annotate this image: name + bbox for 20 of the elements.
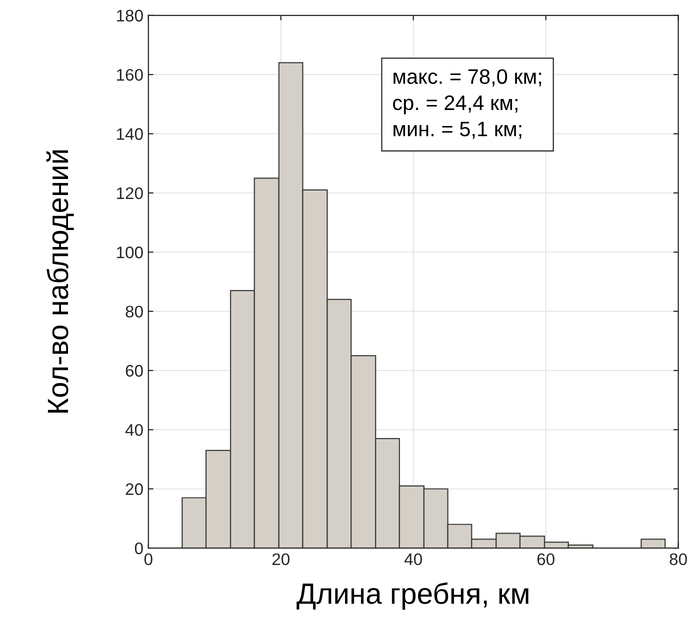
- y-tick-label: 80: [126, 306, 143, 318]
- annotation: макс. = 78,0 км;: [394, 69, 542, 86]
- x-tick-label: 0: [144, 553, 152, 566]
- y-tick-label: 60: [126, 364, 143, 377]
- y-axis-title: Кол-во наблюдений: [46, 150, 74, 413]
- x-tick-label: 80: [670, 553, 687, 566]
- y-tick-label: 160: [117, 68, 143, 81]
- x-axis-title: Длина гребня, км: [296, 582, 528, 610]
- y-tick-label: 120: [117, 187, 143, 200]
- annotation: ср. = 24,4 км;: [393, 95, 518, 114]
- x-tick-label: 40: [404, 553, 422, 566]
- y-tick-label: 180: [117, 10, 143, 22]
- y-tick-label: 20: [126, 483, 143, 496]
- y-tick-label: 140: [117, 128, 143, 140]
- x-tick-label: 60: [537, 553, 554, 566]
- annotation: мин. = 5,1 км;: [394, 122, 522, 139]
- y-tick-label: 100: [117, 246, 143, 258]
- y-tick-label: 40: [125, 424, 143, 436]
- x-tick-label: 20: [272, 553, 290, 566]
- y-tick-label: 0: [134, 542, 143, 554]
